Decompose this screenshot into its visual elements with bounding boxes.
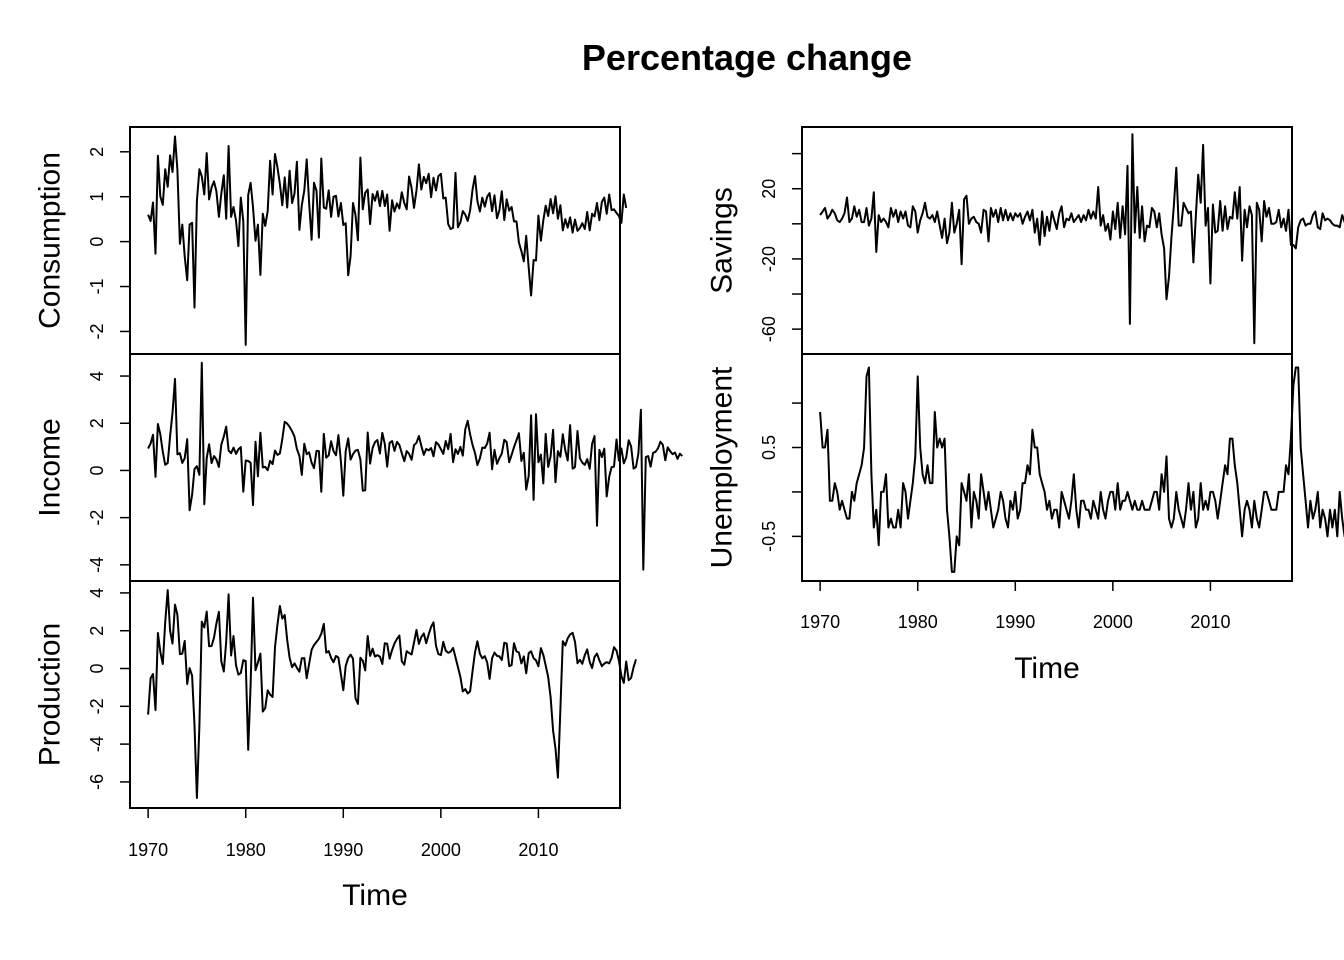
y-tick-label: -60	[759, 316, 779, 342]
panel-savings: -60 -20 20 Savings	[706, 126, 1344, 355]
x-tick-label: 2010	[518, 840, 558, 860]
y-axis-label: Savings	[706, 187, 739, 294]
panel-production: -6 -4 -2 0 2 4 Production	[34, 580, 637, 809]
column-2: -60 -20 20 Savings -0.5 0.5 Unemployment 1970 19…	[706, 126, 1344, 685]
chart-title: Percentage change	[582, 37, 912, 78]
y-tick-label: -2	[87, 510, 107, 526]
y-tick-label: -4	[87, 557, 107, 573]
y-axis-label: Income	[34, 418, 67, 516]
series-line-unemployment	[819, 366, 1344, 573]
x-axis-label: Time	[1014, 652, 1080, 685]
y-tick-label: 1	[87, 192, 107, 202]
y-tick-label: 4	[87, 588, 107, 598]
x-tick-label: 1990	[323, 840, 363, 860]
panel-frame	[129, 126, 621, 355]
series-line-savings	[819, 133, 1344, 345]
y-tick-label: 0.5	[759, 435, 779, 460]
x-tick-label: 2000	[421, 840, 461, 860]
y-tick-label: 2	[87, 626, 107, 636]
x-tick-label: 1990	[995, 612, 1035, 632]
y-tick-label: -20	[759, 246, 779, 272]
panel-frame	[129, 580, 621, 809]
y-tick-label: -2	[87, 323, 107, 339]
x-tick-label: 1980	[226, 840, 266, 860]
y-tick-label: -4	[87, 736, 107, 752]
x-tick-label: 2000	[1093, 612, 1133, 632]
x-axis-label: Time	[342, 879, 408, 912]
y-tick-label: -0.5	[759, 521, 779, 552]
y-tick-label: 2	[87, 147, 107, 157]
panel-frame	[801, 353, 1293, 582]
panel-consumption: -2 -1 0 1 2 Consumption	[34, 126, 628, 355]
y-tick-label: 0	[87, 664, 107, 674]
panel-unemployment: -0.5 0.5 Unemployment	[706, 353, 1344, 582]
y-axis-label: Production	[34, 623, 67, 766]
y-axis-label: Unemployment	[706, 366, 739, 568]
x-tick-label: 1970	[800, 612, 840, 632]
x-tick-label: 1980	[898, 612, 938, 632]
column-1: -2 -1 0 1 2 Consumption -4 -2 0 2 4 Income -6 -4 -2 0 2 4…	[34, 126, 684, 912]
y-tick-label: 4	[87, 371, 107, 381]
y-tick-label: -1	[87, 279, 107, 295]
panel-income: -4 -2 0 2 4 Income	[34, 353, 684, 582]
plot-area: -2-1012Consumption-4-2024Income-6-4-2024…	[34, 126, 1344, 912]
series-line-income	[147, 361, 684, 571]
y-tick-label: -6	[87, 774, 107, 790]
y-tick-label: 2	[87, 418, 107, 428]
series-line-production	[147, 589, 637, 799]
y-tick-label: 20	[759, 179, 779, 199]
y-axis-label: Consumption	[34, 152, 67, 329]
y-tick-label: 0	[87, 465, 107, 475]
series-line-consumption	[147, 135, 628, 346]
x-tick-label: 2010	[1190, 612, 1230, 632]
y-tick-label: 0	[87, 237, 107, 247]
y-tick-label: -2	[87, 698, 107, 714]
x-tick-label: 1970	[128, 840, 168, 860]
